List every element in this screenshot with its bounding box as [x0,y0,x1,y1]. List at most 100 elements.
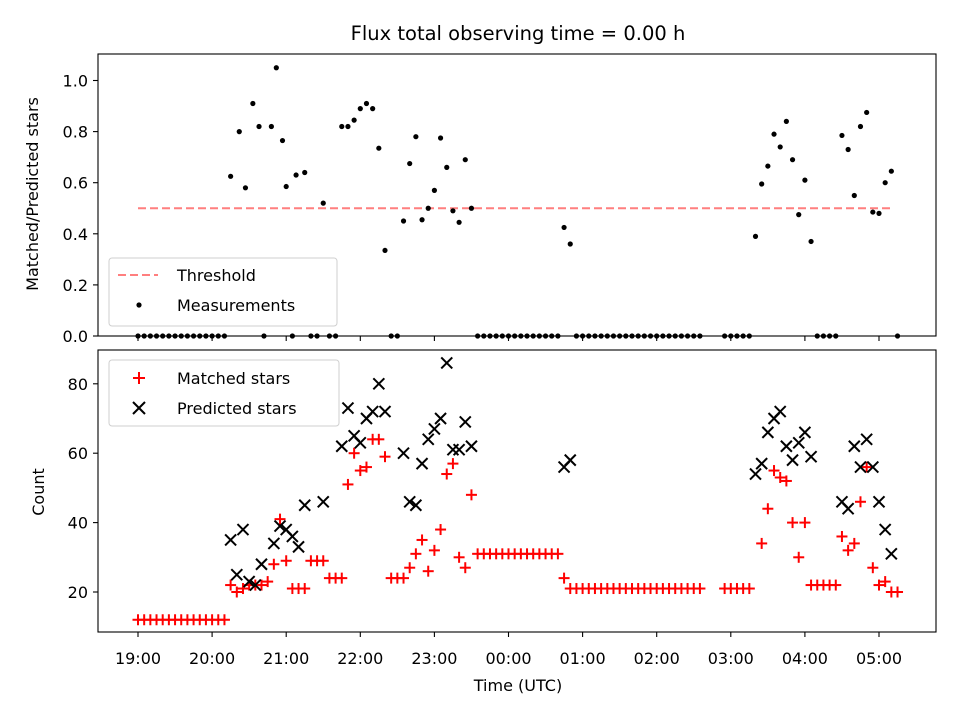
measurement-point [444,164,450,170]
predicted-star-point [236,523,250,536]
bottom-x-tick-label: 01:00 [560,649,606,668]
measurement-point [279,137,286,144]
measurement-point [273,65,279,71]
matched-star-point [398,572,410,584]
measurement-point [419,217,425,223]
bottom-x-tick-label: 19:00 [115,649,161,668]
matched-star-point [410,548,422,560]
x-axis-label: Time (UTC) [473,676,562,695]
predicted-star-point [755,457,768,470]
matched-star-point [879,576,891,588]
measurement-point [407,160,413,167]
matched-star-point [780,475,792,487]
matched-star-point [336,572,348,584]
measurement-point [256,123,262,130]
measurement-point [777,144,783,150]
measurement-point [268,123,274,130]
predicted-star-point [878,523,892,536]
matched-star-point [873,579,885,591]
measurement-point [450,208,456,214]
matched-star-point [756,537,768,549]
measurement-point [845,146,851,153]
matched-star-point [416,534,428,546]
measurement-point [456,219,462,225]
bottom-y-axis-label: Count [29,468,48,516]
predicted-star-point [440,356,453,370]
measurement-point [357,106,363,112]
predicted-star-point [415,457,429,470]
matched-star-point [768,465,780,477]
matched-star-point [262,576,274,588]
measurement-point [320,200,326,206]
matched-star-point [348,447,360,459]
top-y-axis-label: Matched/Predicted stars [23,97,42,291]
matched-star-point [459,562,471,574]
legend-predicted-swatch [132,401,146,415]
matched-star-point [694,583,706,595]
predicted-star-point [885,547,898,561]
bottom-x-tick-label: 04:00 [782,649,828,668]
predicted-star-point [249,578,262,592]
measurement-point [759,181,765,187]
measurement-point [468,205,475,211]
predicted-star-point [786,453,799,467]
predicted-star-point [804,450,818,463]
top-y-tick-label: 1.0 [63,72,88,91]
measurement-point [283,183,289,190]
measurement-point [882,180,888,186]
predicted-star-point [341,401,355,415]
matched-star-point [836,530,848,542]
matched-star-point [218,614,230,626]
predicted-star-point [798,426,812,439]
bottom-x-tick-label: 03:00 [708,649,754,668]
bottom-x-tick-label: 21:00 [263,649,309,668]
bottom-plot-frame [97,349,937,633]
matched-star-point [428,544,440,556]
predicted-star-point [780,440,793,453]
measurement-point [242,185,249,191]
predicted-star-point [866,460,880,474]
matched-star-point [830,579,842,591]
measurement-point [567,241,573,247]
matched-star-point [342,478,354,490]
matched-star-point [465,489,477,501]
measurement-point [431,187,437,193]
predicted-star-point [403,495,416,508]
matched-star-point [453,551,465,563]
bottom-x-tick-label: 02:00 [634,649,680,668]
measurement-point [864,109,870,116]
bottom-legend: Matched stars Predicted stars [108,359,340,427]
matched-star-point [447,458,459,470]
predicted-star-point [434,412,447,425]
predicted-star-point [409,499,423,512]
legend-threshold-label: Threshold [176,266,256,285]
measurement-point [765,163,771,169]
legend-predicted-label: Predicted stars [177,399,297,418]
measurement-point [345,123,351,130]
legend-measurements-label: Measurements [177,296,295,315]
matched-star-point [892,586,904,598]
measurement-point [771,131,777,137]
matched-star-point [422,565,434,577]
measurement-point [462,157,468,163]
top-plot-frame [97,53,937,337]
top-legend: Threshold Measurements [108,257,338,327]
bottom-y-tick-label: 40 [68,514,88,533]
measurement-point [808,238,814,245]
matched-star-point [435,524,447,536]
matched-star-point [268,558,280,570]
predicted-star-point [317,495,330,508]
measurement-point [802,177,808,183]
legend-measurements-swatch [136,302,142,308]
bottom-y-tick-label: 60 [68,444,88,463]
measurement-point [888,168,894,174]
matched-star-point [848,537,860,549]
top-y-tick-label: 0.4 [63,225,88,244]
matched-star-point [299,583,311,595]
predicted-star-point [860,433,873,446]
ratio-panel: Flux total observing time = 0.00 h Match… [23,22,937,346]
predicted-star-point [267,537,281,550]
predicted-star-point [841,502,855,515]
predicted-star-point [378,405,392,418]
